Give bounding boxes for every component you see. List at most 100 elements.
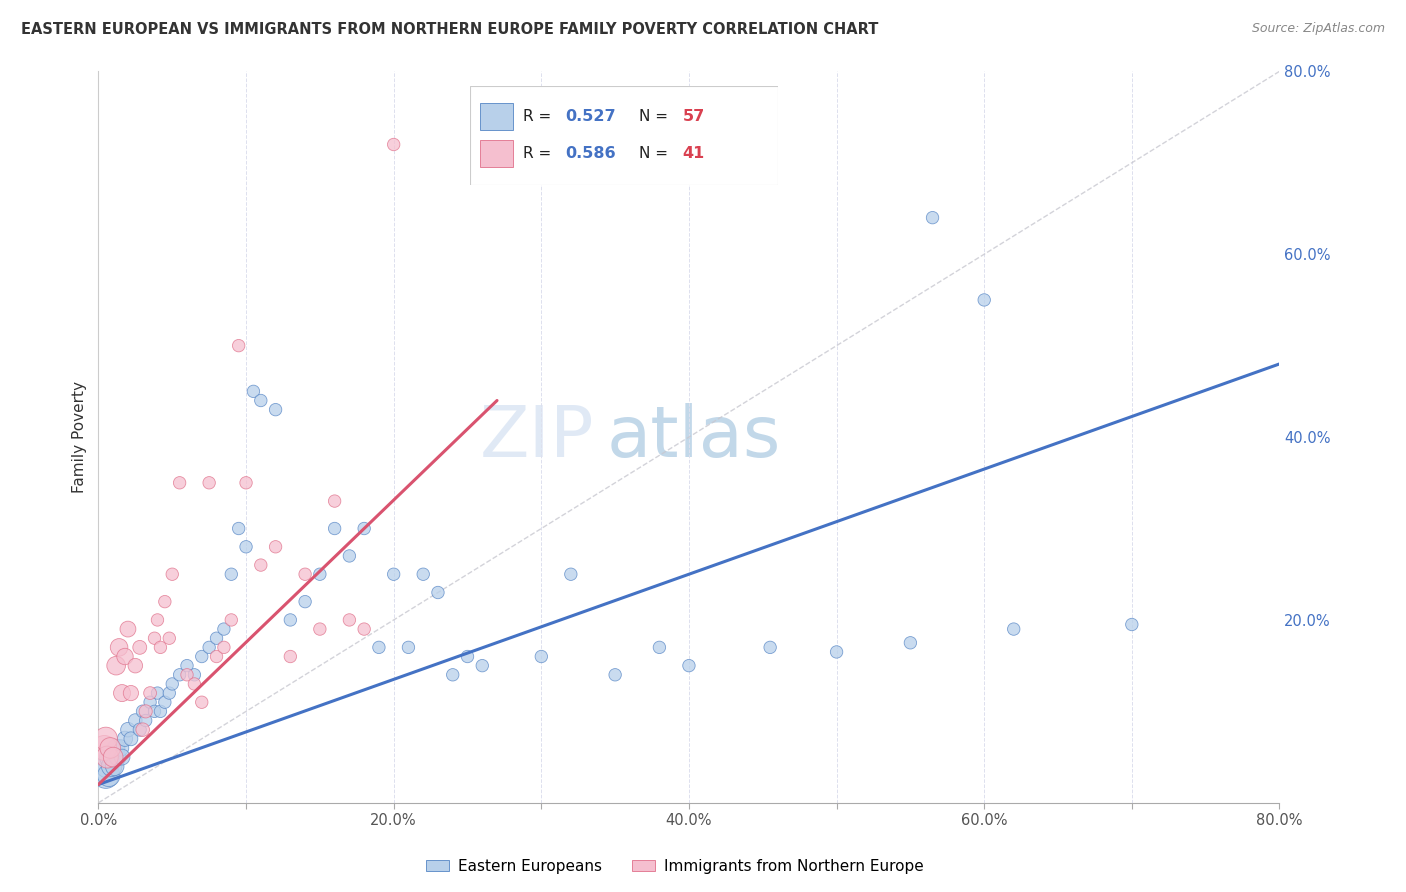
Point: [103, 750, 125, 764]
Point: [100, 759, 122, 773]
Point: [176, 658, 198, 673]
Point: [108, 640, 131, 655]
Point: [250, 558, 273, 573]
Point: [132, 705, 155, 719]
Point: [183, 667, 205, 681]
Point: [339, 613, 360, 627]
Point: [219, 613, 242, 627]
Point: [294, 567, 316, 582]
Point: [110, 740, 132, 755]
Point: [97, 768, 120, 782]
Point: [105, 658, 128, 673]
Point: [124, 714, 146, 728]
Point: [228, 521, 250, 535]
Point: [143, 705, 166, 719]
Point: [759, 640, 782, 655]
Point: [105, 740, 128, 755]
Point: [124, 658, 146, 673]
Point: [162, 677, 183, 691]
Point: [176, 667, 198, 681]
Point: [560, 567, 582, 582]
Point: [198, 640, 221, 655]
Point: [323, 521, 346, 535]
Point: [212, 622, 235, 636]
Point: [149, 705, 172, 719]
Point: [205, 649, 228, 664]
Point: [120, 731, 142, 746]
Y-axis label: Family Poverty: Family Poverty: [72, 381, 87, 493]
Point: [96, 750, 118, 764]
Point: [235, 540, 257, 554]
Point: [242, 384, 264, 399]
Point: [900, 636, 922, 650]
Point: [278, 649, 302, 664]
Point: [339, 549, 360, 563]
Point: [104, 759, 127, 773]
Point: [456, 649, 478, 664]
Point: [169, 667, 191, 681]
Point: [219, 567, 242, 582]
Point: [139, 695, 162, 709]
Text: atlas: atlas: [606, 402, 780, 472]
Point: [530, 649, 553, 664]
Point: [1002, 622, 1025, 636]
Text: ZIP: ZIP: [479, 402, 595, 472]
Point: [264, 540, 287, 554]
Point: [235, 475, 257, 490]
Point: [678, 658, 700, 673]
Point: [191, 649, 214, 664]
Point: [382, 567, 405, 582]
Point: [157, 686, 180, 700]
Point: [146, 613, 169, 627]
Point: [111, 686, 134, 700]
Point: [94, 731, 117, 746]
Point: [117, 723, 139, 737]
Point: [128, 640, 150, 655]
Text: EASTERN EUROPEAN VS IMMIGRANTS FROM NORTHERN EUROPE FAMILY POVERTY CORRELATION C: EASTERN EUROPEAN VS IMMIGRANTS FROM NORT…: [21, 22, 879, 37]
Point: [117, 622, 139, 636]
Point: [135, 714, 157, 728]
Point: [396, 640, 419, 655]
Point: [153, 695, 176, 709]
Point: [93, 740, 115, 755]
Point: [368, 640, 391, 655]
Point: [169, 475, 191, 490]
Point: [382, 137, 405, 152]
Point: [353, 521, 375, 535]
Point: [139, 686, 162, 700]
Point: [228, 338, 250, 352]
Point: [973, 293, 995, 307]
Point: [120, 686, 142, 700]
Point: [132, 723, 155, 737]
Point: [114, 731, 136, 746]
Point: [94, 768, 117, 782]
Point: [278, 613, 302, 627]
Point: [98, 750, 121, 764]
Point: [323, 494, 346, 508]
Point: [146, 686, 169, 700]
Point: [250, 393, 273, 408]
Point: [111, 750, 134, 764]
Point: [1121, 617, 1143, 632]
Point: [427, 585, 450, 599]
Point: [191, 695, 214, 709]
Legend: Eastern Europeans, Immigrants from Northern Europe: Eastern Europeans, Immigrants from North…: [419, 853, 931, 880]
Point: [921, 211, 943, 225]
Point: [353, 622, 375, 636]
Point: [205, 632, 228, 646]
Point: [135, 705, 157, 719]
Point: [149, 640, 172, 655]
Point: [264, 402, 287, 417]
Point: [143, 632, 166, 646]
Point: [441, 667, 464, 681]
Point: [98, 740, 121, 755]
Point: [825, 645, 848, 659]
Point: [183, 677, 205, 691]
Point: [309, 567, 332, 582]
Point: [198, 475, 221, 490]
Point: [157, 632, 180, 646]
Point: [114, 649, 136, 664]
Point: [162, 567, 183, 582]
Point: [96, 759, 118, 773]
Point: [107, 750, 129, 764]
